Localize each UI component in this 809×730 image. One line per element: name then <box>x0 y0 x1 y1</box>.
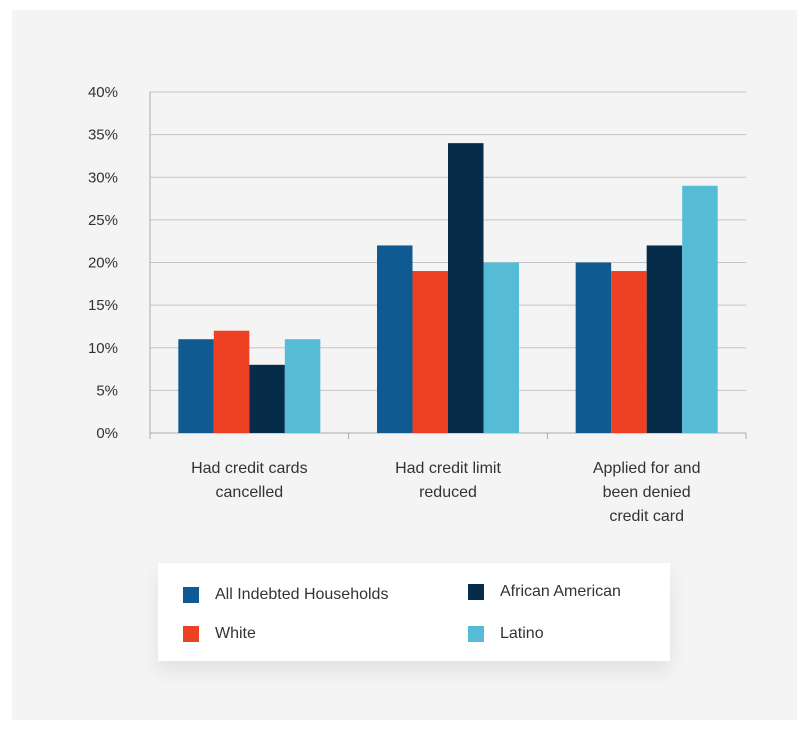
bar <box>448 143 484 433</box>
legend: All Indebted Households African American… <box>158 563 670 661</box>
bar <box>412 271 448 433</box>
legend-label: Latino <box>500 625 544 642</box>
bar <box>611 271 647 433</box>
y-tick-label: 40% <box>88 84 118 101</box>
x-tick-label-line: reduced <box>419 484 477 501</box>
legend-item-african-american: African American <box>468 583 621 601</box>
bar <box>575 262 612 433</box>
bar <box>284 339 321 433</box>
y-tick-label: 15% <box>88 297 118 314</box>
legend-label: White <box>215 625 256 642</box>
y-tick-label: 20% <box>88 255 118 272</box>
y-tick-label: 5% <box>96 382 118 399</box>
y-tick-label: 10% <box>88 340 118 357</box>
x-tick-label: Had credit limit reduced <box>395 460 501 501</box>
y-tick-label: 30% <box>88 169 118 186</box>
y-tick-label: 25% <box>88 212 118 229</box>
bar <box>213 330 250 433</box>
legend-label: African American <box>500 583 621 600</box>
legend-item-latino: Latino <box>468 625 544 643</box>
x-tick-label: Had credit cards cancelled <box>191 460 308 501</box>
bar <box>377 245 413 433</box>
bar-chart: 0% 5% 10% 15% 20% 25% 30% 35% 40% Had credit card… <box>88 84 747 525</box>
y-tick-label: 35% <box>88 127 118 144</box>
bar <box>178 339 214 433</box>
legend-swatch <box>468 626 484 642</box>
bar <box>483 262 519 433</box>
x-tick-label-line: Had credit limit <box>395 460 501 477</box>
bar <box>646 245 683 433</box>
legend-swatch <box>183 587 199 603</box>
legend-swatch <box>468 584 484 600</box>
x-tick-label-line: Had credit cards <box>191 460 308 477</box>
x-tick-label-line: been denied <box>603 484 691 501</box>
legend-swatch <box>183 626 199 642</box>
chart-panel: 0% 5% 10% 15% 20% 25% 30% 35% 40% Had credit card… <box>12 10 797 720</box>
legend-item-all-indebted-households: All Indebted Households <box>183 586 388 604</box>
x-tick-label-line: cancelled <box>216 484 284 501</box>
x-tick-label: Applied for and been denied credit card <box>593 460 701 525</box>
bar <box>682 185 718 433</box>
bar <box>249 364 285 433</box>
legend-label: All Indebted Households <box>215 586 389 603</box>
x-tick-label-line: credit card <box>609 508 684 525</box>
legend-item-white: White <box>183 625 256 643</box>
y-tick-label: 0% <box>96 425 118 442</box>
x-tick-label-line: Applied for and <box>593 460 701 477</box>
